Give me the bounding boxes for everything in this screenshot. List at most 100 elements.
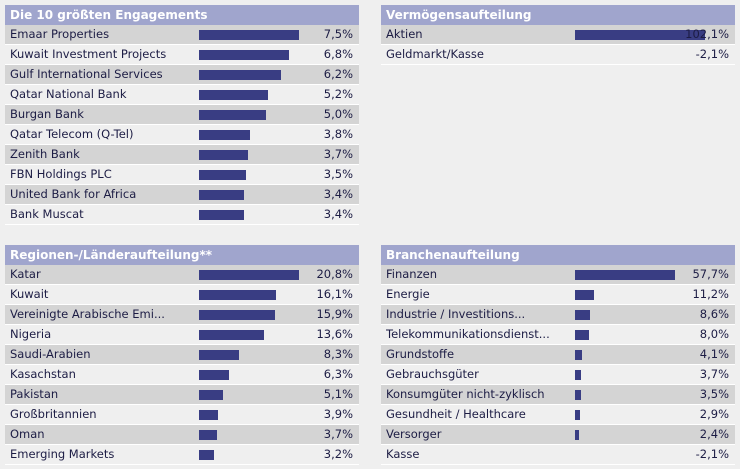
- list-item: Gesundheit / Healthcare 2,9%: [381, 405, 735, 425]
- item-value: 102,1%: [685, 27, 729, 41]
- item-label: Aktien: [386, 27, 423, 41]
- item-value: 5,0%: [323, 107, 353, 121]
- sectors-list: Finanzen 57,7% Energie 11,2% Industrie / Inv…: [381, 265, 735, 465]
- asset-allocation-title: Vermögensaufteilung: [381, 5, 735, 25]
- item-bar: [199, 70, 281, 80]
- item-label: Industrie / Investitions...: [386, 307, 526, 321]
- item-value: 4,1%: [699, 347, 729, 361]
- item-label: Großbritannien: [10, 407, 97, 421]
- item-label: Gesundheit / Healthcare: [386, 407, 526, 421]
- item-bar: [575, 310, 590, 320]
- item-value: 57,7%: [692, 267, 729, 281]
- item-label: Kuwait: [10, 287, 49, 301]
- list-item: Finanzen 57,7%: [381, 265, 735, 285]
- list-item: Konsumgüter nicht-zyklisch 3,5%: [381, 385, 735, 405]
- item-label: Kasachstan: [10, 367, 76, 381]
- list-item: Saudi-Arabien 8,3%: [5, 345, 359, 365]
- item-label: Nigeria: [10, 327, 52, 341]
- list-item: Oman 3,7%: [5, 425, 359, 445]
- item-value: 2,4%: [699, 427, 729, 441]
- item-value: 5,2%: [323, 87, 353, 101]
- item-bar: [199, 290, 276, 300]
- list-item: Industrie / Investitions... 8,6%: [381, 305, 735, 325]
- list-item: Qatar National Bank 5,2%: [5, 85, 359, 105]
- item-bar: [199, 110, 266, 120]
- item-label: Grundstoffe: [386, 347, 455, 361]
- item-label: Zenith Bank: [10, 147, 80, 161]
- list-item: Kuwait Investment Projects 6,8%: [5, 45, 359, 65]
- item-label: FBN Holdings PLC: [10, 167, 112, 181]
- item-label: Versorger: [386, 427, 442, 441]
- item-bar: [199, 270, 299, 280]
- item-bar: [575, 330, 589, 340]
- sectors-panel: Branchenaufteilung Finanzen 57,7% Energie 1…: [381, 245, 735, 465]
- item-bar: [199, 30, 299, 40]
- item-label: Qatar Telecom (Q-Tel): [10, 127, 134, 141]
- list-item: Aktien 102,1%: [381, 25, 735, 45]
- item-value: 3,9%: [323, 407, 353, 421]
- list-item: Gebrauchsgüter 3,7%: [381, 365, 735, 385]
- list-item: Burgan Bank 5,0%: [5, 105, 359, 125]
- list-item: Nigeria 13,6%: [5, 325, 359, 345]
- item-bar: [199, 130, 250, 140]
- item-label: Pakistan: [10, 387, 59, 401]
- item-value: 16,1%: [316, 287, 353, 301]
- item-label: Gebrauchsgüter: [386, 367, 479, 381]
- list-item: FBN Holdings PLC 3,5%: [5, 165, 359, 185]
- item-value: 11,2%: [692, 287, 729, 301]
- item-bar: [199, 390, 223, 400]
- item-label: Emaar Properties: [10, 27, 110, 41]
- list-item: Bank Muscat 3,4%: [5, 205, 359, 225]
- asset-allocation-list: Aktien 102,1% Geldmarkt/Kasse -2,1%: [381, 25, 735, 65]
- item-value: 8,6%: [699, 307, 729, 321]
- item-value: 3,7%: [699, 367, 729, 381]
- list-item: Emaar Properties 7,5%: [5, 25, 359, 45]
- item-value: 3,2%: [323, 447, 353, 461]
- item-bar: [199, 190, 244, 200]
- item-label: Finanzen: [386, 267, 437, 281]
- list-item: Kasse -2,1%: [381, 445, 735, 465]
- item-bar: [199, 310, 275, 320]
- item-value: 3,4%: [323, 207, 353, 221]
- list-item: United Bank for Africa 3,4%: [5, 185, 359, 205]
- item-value: 2,9%: [699, 407, 729, 421]
- item-bar: [199, 430, 217, 440]
- item-label: Bank Muscat: [10, 207, 84, 221]
- item-bar: [199, 170, 246, 180]
- item-label: Burgan Bank: [10, 107, 84, 121]
- item-value: 20,8%: [316, 267, 353, 281]
- item-value: 5,1%: [323, 387, 353, 401]
- item-value: 13,6%: [316, 327, 353, 341]
- list-item: Großbritannien 3,9%: [5, 405, 359, 425]
- top-holdings-panel: Die 10 größten Engagements Emaar Propert…: [5, 5, 359, 225]
- item-bar: [575, 30, 705, 40]
- list-item: Zenith Bank 3,7%: [5, 145, 359, 165]
- item-bar: [575, 430, 579, 440]
- item-bar: [199, 370, 229, 380]
- item-label: Gulf International Services: [10, 67, 163, 81]
- item-bar: [575, 390, 581, 400]
- item-value: 8,3%: [323, 347, 353, 361]
- item-label: Emerging Markets: [10, 447, 115, 461]
- item-bar: [575, 410, 580, 420]
- item-value: 7,5%: [323, 27, 353, 41]
- item-label: Vereinigte Arabische Emi...: [10, 307, 165, 321]
- list-item: Kasachstan 6,3%: [5, 365, 359, 385]
- list-item: Emerging Markets 3,2%: [5, 445, 359, 465]
- item-value: 3,8%: [323, 127, 353, 141]
- item-bar: [575, 350, 582, 360]
- list-item: Qatar Telecom (Q-Tel) 3,8%: [5, 125, 359, 145]
- item-value: -2,1%: [695, 447, 729, 461]
- item-value: 3,5%: [699, 387, 729, 401]
- regions-title: Regionen-/Länderaufteilung**: [5, 245, 359, 265]
- item-value: 3,7%: [323, 427, 353, 441]
- item-label: Kasse: [386, 447, 420, 461]
- list-item: Vereinigte Arabische Emi... 15,9%: [5, 305, 359, 325]
- item-label: Oman: [10, 427, 45, 441]
- item-value: 6,8%: [323, 47, 353, 61]
- item-label: Telekommunikationsdienst...: [386, 327, 550, 341]
- list-item: Telekommunikationsdienst... 8,0%: [381, 325, 735, 345]
- item-label: Konsumgüter nicht-zyklisch: [386, 387, 545, 401]
- list-item: Versorger 2,4%: [381, 425, 735, 445]
- item-label: United Bank for Africa: [10, 187, 137, 201]
